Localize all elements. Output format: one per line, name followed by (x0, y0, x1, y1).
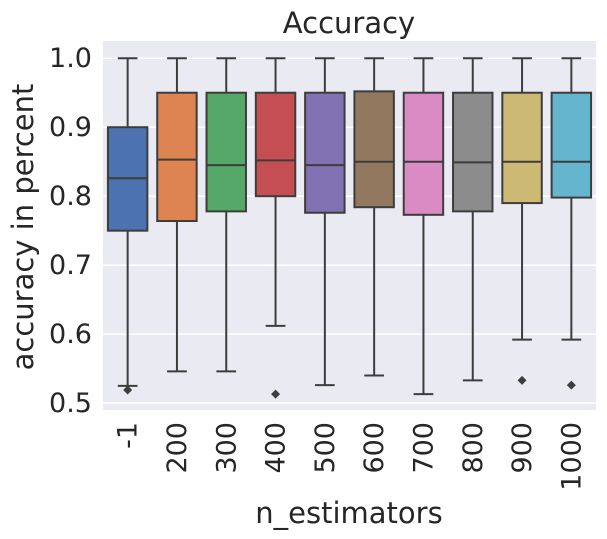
y-tick-labels: 0.5 0.6 0.7 0.8 0.9 1.0 (49, 43, 92, 419)
y-tick-label: 0.5 (49, 388, 92, 419)
y-tick-label: 0.6 (49, 319, 92, 350)
x-tick-label: -1 (113, 422, 144, 449)
x-tick-label: 900 (507, 422, 538, 474)
box-200 (156, 91, 198, 223)
x-tick-label: 400 (261, 422, 292, 474)
y-axis-label: accuracy in percent (6, 84, 40, 371)
outlier-point (123, 385, 133, 395)
y-tick-label: 0.7 (49, 250, 92, 281)
box-700 (402, 91, 445, 216)
chart-title: Accuracy (283, 6, 415, 40)
y-tick-label: 0.8 (49, 181, 92, 212)
box-1000 (550, 91, 593, 199)
x-tick-label: 500 (310, 422, 341, 474)
y-tick-label: 1.0 (49, 43, 92, 74)
box-800 (452, 91, 494, 213)
y-tick-label: 0.9 (49, 112, 92, 143)
outlier-point (517, 375, 527, 385)
x-tick-label: 200 (162, 422, 193, 474)
x-tick-label: 700 (408, 422, 439, 474)
x-axis-label: n_estimators (255, 496, 442, 530)
box-300 (205, 91, 247, 213)
boxes-group (106, 57, 593, 399)
outlier-point (271, 389, 281, 399)
x-tick-labels: -1 200 300 400 500 600 700 800 900 1000 (113, 422, 588, 491)
box-400 (254, 91, 297, 198)
x-tick-label: 300 (211, 422, 242, 474)
x-tick-label: 600 (359, 422, 390, 474)
x-tick-label: 800 (458, 422, 489, 474)
box-900 (501, 91, 543, 205)
box-600 (353, 90, 395, 209)
outlier-point (566, 380, 576, 390)
x-tick-label: 1000 (556, 422, 587, 491)
box-500 (304, 91, 346, 214)
